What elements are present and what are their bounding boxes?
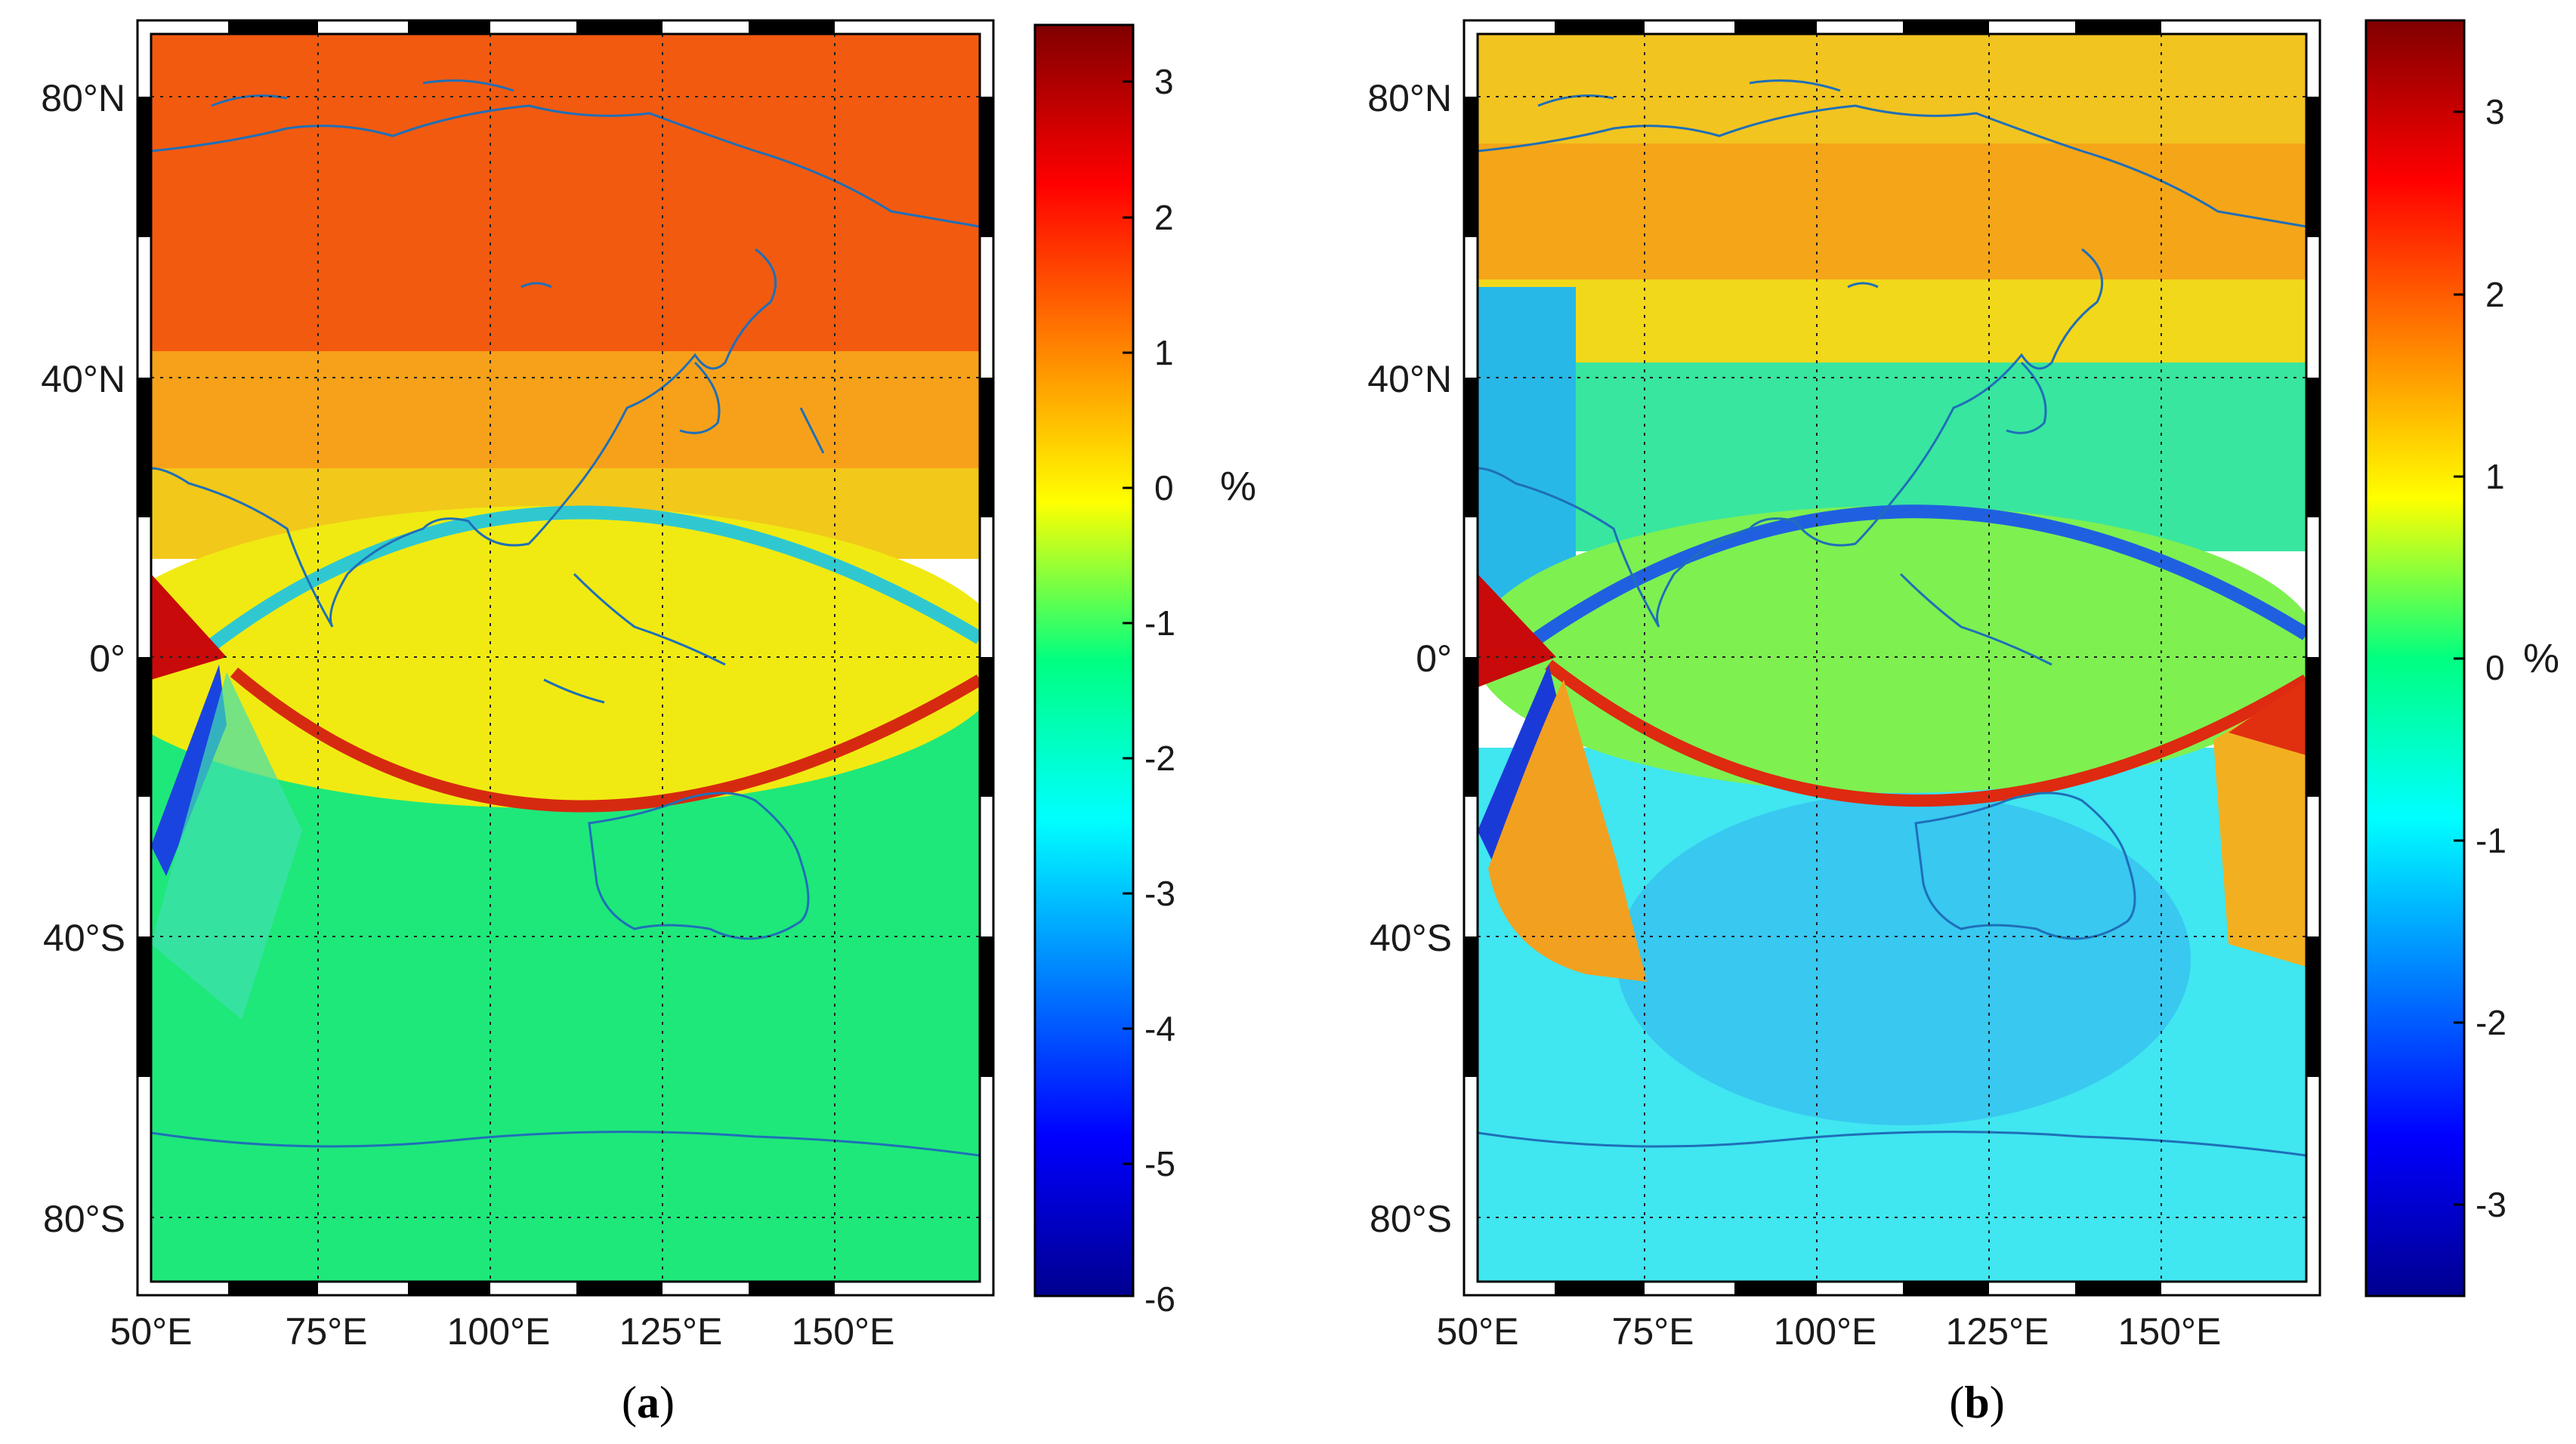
colorbar-tick-label: 2 [1154, 198, 1174, 237]
colorbar-tick-label: 3 [1154, 62, 1174, 101]
map-frame-b [1463, 19, 2321, 1297]
colorbar-tick-label: -2 [1144, 739, 1175, 778]
colorbar-gradient-b [2364, 19, 2466, 1297]
southwest-orange-b [1488, 680, 1647, 982]
colorbar-unit-b: % [2523, 636, 2559, 681]
colorbar-tick-label: 0 [1154, 468, 1174, 508]
lon-label: 100°E [1774, 1310, 1877, 1353]
lat-label: 40°S [1370, 917, 1452, 959]
west-red-lobe-b [1478, 574, 1556, 687]
west-blue-lobe-b [1478, 665, 1564, 869]
panel-caption-a: (a) [622, 1378, 675, 1427]
colorbar-tick-label: 2 [2485, 275, 2505, 314]
colorbar-a: 3 2 1 0 -1 -2 -3 -4 -5 -6 % [1033, 23, 1256, 1319]
colorbar-tick-label: 0 [2485, 648, 2505, 687]
lat-label: 80°S [43, 1198, 125, 1240]
lon-labels-b: 50°E 75°E 100°E 125°E 150°E [1437, 1310, 2222, 1353]
east-red-b [2229, 680, 2306, 755]
lon-label: 50°E [1437, 1310, 1519, 1353]
field-midlat-b [1478, 279, 2306, 370]
colorbar-tick-label: 1 [1154, 333, 1174, 372]
ring-band-south-b [1545, 659, 2306, 807]
lat-labels-a: 80°N 40°N 0° 40°S 80°S [41, 77, 125, 1240]
colorbar-unit-a: % [1220, 464, 1256, 509]
west-blue-lobe-a [151, 665, 227, 876]
map-field-b [1478, 34, 2306, 1282]
colorbar-tick-label: -1 [2476, 821, 2507, 860]
lon-label: 150°E [2118, 1310, 2222, 1353]
graticule-b [1478, 34, 2306, 1282]
ring-band-north-a [192, 505, 980, 663]
lat-label: 0° [89, 637, 125, 680]
west-cyan-wedge-a [151, 672, 302, 1020]
colorbar-ticks-a [1123, 80, 1133, 1297]
colorbar-tick-label: 3 [2485, 92, 2505, 131]
colorbar-tick-label: -5 [1144, 1144, 1175, 1183]
colorbar-tick-label: -3 [1144, 874, 1175, 913]
panel-a: 80°N 40°N 0° 40°S 80°S 50°E 75°E 100°E 1… [41, 19, 1256, 1427]
ring-band-south-a [230, 667, 980, 813]
lat-label: 40°N [1367, 358, 1452, 400]
colorbar-tick-label: -6 [1144, 1279, 1175, 1319]
colorbar-tick-label: -4 [1144, 1009, 1175, 1048]
lon-label: 50°E [110, 1310, 193, 1353]
caption-letter-b: b [1964, 1378, 1989, 1427]
east-orange-b [2213, 687, 2306, 967]
colorbar-ticks-b [2454, 110, 2464, 1206]
colorbar-tick-label: -1 [1144, 603, 1175, 643]
lat-label: 80°N [41, 77, 125, 119]
lat-labels-b: 80°N 40°N 0° 40°S 80°S [1367, 77, 1452, 1240]
ring-interior-a [151, 506, 980, 808]
lon-label: 75°E [1612, 1310, 1694, 1353]
ring-band-north-b [1506, 504, 2306, 663]
ring-interior-b [1478, 506, 2306, 793]
coastlines-b [1478, 79, 2306, 1157]
colorbar-b: 3 2 1 0 -1 -2 -3 % [2364, 19, 2559, 1297]
field-south-center-b [1617, 793, 2191, 1125]
caption-letter-a: a [637, 1378, 659, 1427]
field-arctic-b [1478, 143, 2306, 295]
lon-labels-a: 50°E 75°E 100°E 125°E 150°E [110, 1310, 895, 1353]
lon-label: 125°E [1946, 1310, 2049, 1353]
map-field-a [151, 34, 980, 1282]
colorbar-gradient-a [1033, 23, 1135, 1297]
lon-label: 125°E [619, 1310, 723, 1353]
lat-label: 40°N [41, 358, 125, 400]
field-north-b [1478, 34, 2306, 155]
field-north-a [151, 34, 980, 351]
lat-label: 0° [1416, 637, 1452, 680]
panel-b: 80°N 40°N 0° 40°S 80°S 50°E 75°E 100°E 1… [1367, 19, 2559, 1427]
west-red-lobe-a [151, 574, 227, 680]
colorbar-tick-label: -2 [2476, 1003, 2507, 1042]
lon-label: 100°E [447, 1310, 551, 1353]
field-west-cyan-b [1478, 287, 1576, 604]
lat-label: 40°S [43, 917, 125, 959]
colorbar-tick-label: -3 [2476, 1185, 2507, 1224]
lon-label: 75°E [286, 1310, 368, 1353]
lat-label: 80°S [1370, 1198, 1452, 1240]
colorbar-tick-label: 1 [2485, 457, 2505, 496]
lon-label: 150°E [792, 1310, 895, 1353]
panel-caption-b: (b) [1949, 1378, 2004, 1427]
graticule-a [151, 34, 980, 1282]
coastlines-a [151, 79, 980, 1157]
lat-label: 80°N [1367, 77, 1452, 119]
map-frame-a [136, 19, 995, 1297]
